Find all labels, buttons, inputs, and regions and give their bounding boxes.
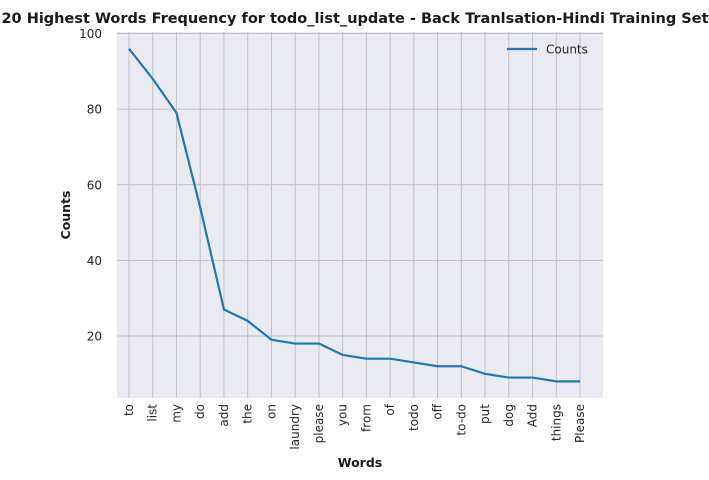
x-tick-label: Please — [573, 404, 587, 443]
x-tick-label: laundry — [288, 404, 302, 450]
series-line-counts — [128, 47, 580, 383]
x-tick-label: you — [336, 404, 350, 426]
x-tick-label: please — [312, 404, 326, 443]
x-tick-label: do — [193, 404, 207, 419]
y-tick-label: 20 — [87, 329, 102, 343]
x-tick-label: from — [359, 404, 373, 432]
x-tick-label: off — [431, 403, 445, 419]
x-tick-label: dog — [502, 404, 516, 427]
x-tick-label: on — [264, 404, 278, 419]
x-tick-label: things — [549, 404, 563, 441]
y-tick-labels: 20 40 60 80 100 — [79, 27, 102, 343]
x-axis-label: Words — [338, 455, 382, 470]
x-tick-label: the — [241, 404, 255, 424]
legend: Counts — [507, 43, 588, 57]
y-tick-label: 100 — [79, 27, 102, 41]
plot-area — [117, 32, 603, 398]
x-gridlines — [128, 32, 581, 398]
y-tick-label: 80 — [87, 103, 102, 117]
legend-label-counts: Counts — [546, 43, 588, 57]
x-tick-label: todo — [407, 404, 421, 431]
x-tick-label: to-do — [454, 404, 468, 436]
x-tick-label: Add — [526, 404, 540, 427]
y-tick-label: 60 — [87, 178, 102, 192]
x-tick-label: to — [122, 404, 136, 416]
y-gridlines — [117, 33, 603, 337]
x-tick-label: put — [478, 404, 492, 424]
x-tick-label: my — [169, 404, 183, 423]
chart-title: 20 Highest Words Frequency for todo_list… — [1, 11, 708, 27]
x-tick-label: list — [146, 404, 160, 422]
x-tick-labels: to list my do add the on laundry please you from of… — [122, 403, 587, 449]
y-tick-label: 40 — [87, 254, 102, 268]
x-tick-label: add — [217, 404, 231, 427]
y-axis-label: Counts — [58, 191, 73, 240]
x-tick-label: of — [383, 403, 397, 415]
